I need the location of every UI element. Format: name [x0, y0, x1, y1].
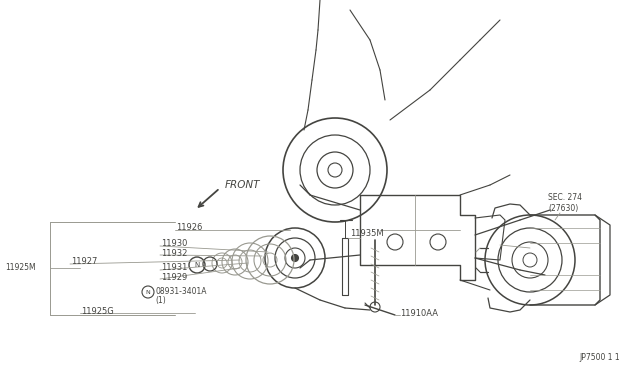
Text: 11931: 11931 — [161, 263, 188, 273]
Text: 11935M: 11935M — [350, 230, 383, 238]
Text: 11925M: 11925M — [5, 263, 36, 273]
Text: (27630): (27630) — [548, 203, 579, 212]
Text: 11926: 11926 — [176, 224, 202, 232]
Text: (1): (1) — [155, 295, 166, 305]
Text: JP7500 1 1: JP7500 1 1 — [579, 353, 620, 362]
Text: FRONT: FRONT — [225, 180, 260, 190]
Text: 11930: 11930 — [161, 240, 188, 248]
Circle shape — [291, 254, 298, 262]
Text: 08931-3401A: 08931-3401A — [155, 288, 207, 296]
Text: 11929: 11929 — [161, 273, 188, 282]
Text: N: N — [146, 289, 150, 295]
Text: 11910AA: 11910AA — [400, 310, 438, 318]
Text: 11927: 11927 — [71, 257, 97, 266]
Text: 11925G: 11925G — [81, 307, 114, 315]
Text: SEC. 274: SEC. 274 — [548, 193, 582, 202]
Text: N: N — [195, 262, 200, 268]
Text: 11932: 11932 — [161, 248, 188, 257]
